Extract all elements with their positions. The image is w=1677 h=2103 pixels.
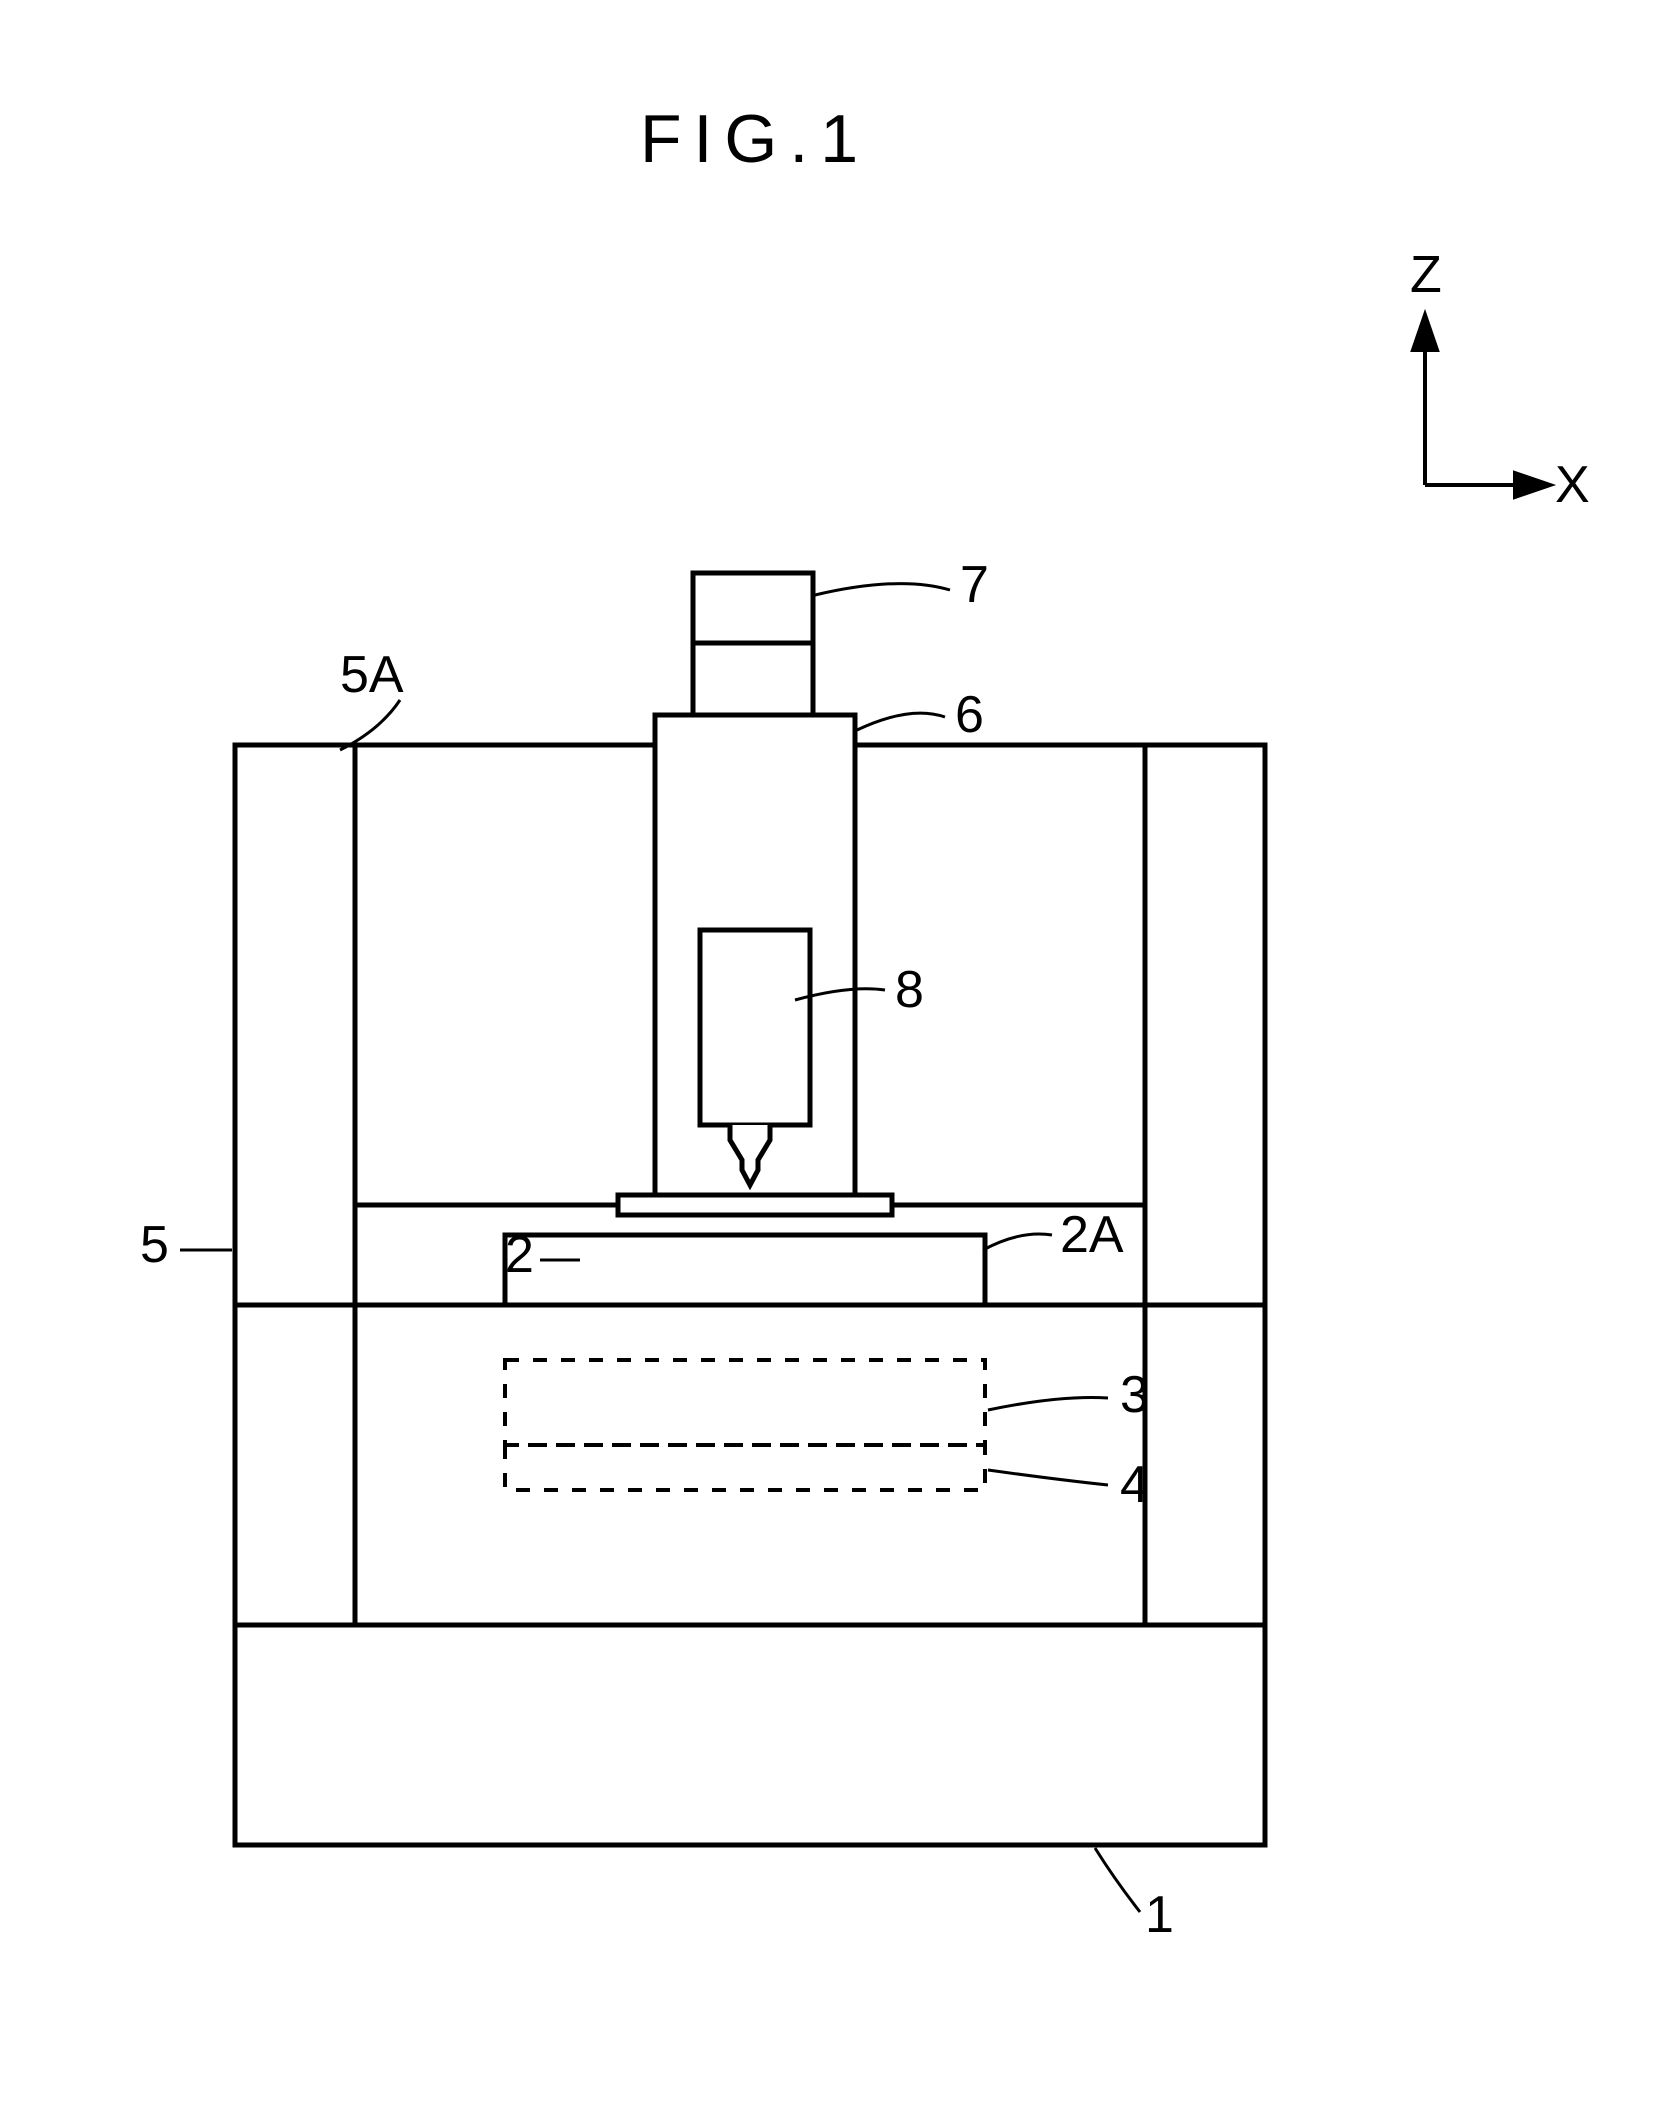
diagram-svg [0,0,1677,2103]
